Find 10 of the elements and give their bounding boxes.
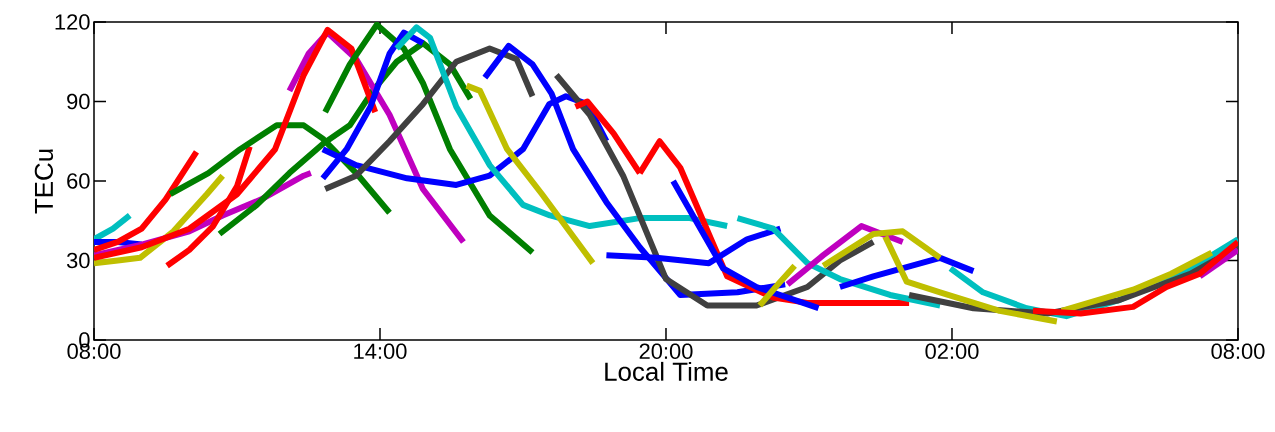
y-tick-label: 90 [67,93,90,110]
y-tick-label: 120 [55,14,90,30]
x-tick-label: 08:00 [1211,343,1265,360]
x-axis-title: Local Time [605,361,728,381]
y-tick-label: 30 [66,252,90,269]
y-tick-label: 60 [67,173,90,189]
x-tick-label: 14:00 [354,343,407,360]
x-tick-label: 02:00 [925,343,979,360]
x-tick-label: 20:00 [639,343,693,360]
y-axis-title: TECu [34,149,54,214]
